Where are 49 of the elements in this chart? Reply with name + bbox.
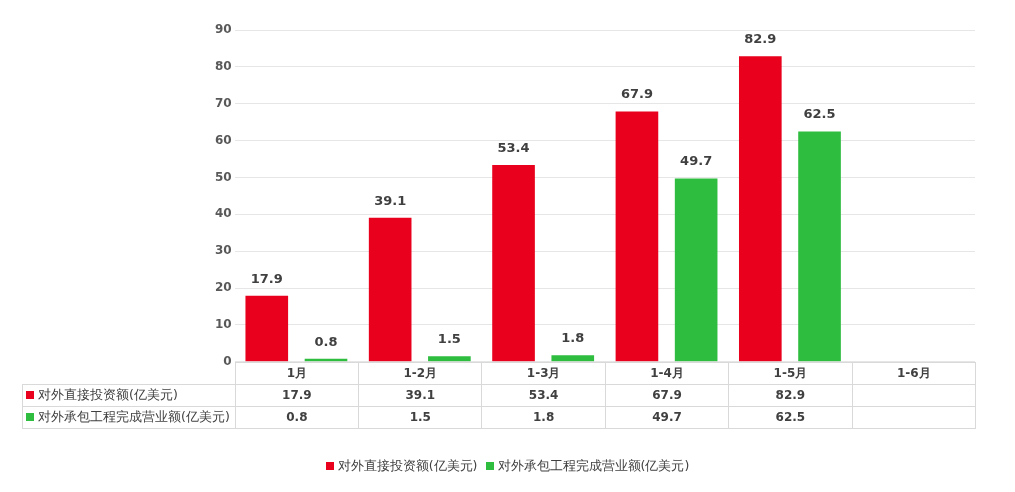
bar — [738, 56, 782, 362]
y-tick-label: 80 — [215, 58, 232, 73]
legend-label: 对外直接投资额(亿美元) — [22, 383, 236, 407]
data-label: 1.5 — [358, 405, 483, 429]
data-label: 17.9 — [234, 383, 360, 407]
y-tick-label: 40 — [215, 206, 232, 221]
y-tick-label: 60 — [215, 132, 232, 147]
bar — [245, 295, 289, 362]
bar — [428, 356, 471, 362]
annotation: 39.1 — [374, 192, 407, 208]
x-tick-label: 1-2月 — [358, 361, 483, 385]
annotation: 62.5 — [803, 106, 836, 122]
x-tick-label: 1-5月 — [728, 361, 853, 385]
x-tick-label: 1-3月 — [481, 361, 606, 385]
data-label: 53.4 — [481, 383, 606, 407]
annotation: 82.9 — [744, 31, 777, 47]
y-tick-label: 10 — [215, 317, 232, 332]
bar — [674, 178, 718, 362]
y-tick-label: 0 — [223, 353, 232, 368]
y-tick-label: 90 — [215, 22, 232, 37]
text: 对外直接投资额(亿美元) — [337, 458, 478, 473]
annotation: 0.8 — [314, 333, 338, 349]
annotation: 49.7 — [680, 153, 713, 169]
data-label: 67.9 — [604, 383, 730, 407]
y-tick-label: 30 — [215, 243, 232, 258]
y-tick-label: 70 — [215, 95, 232, 110]
data-label: 62.5 — [728, 405, 853, 429]
bar — [492, 164, 535, 362]
y-tick-label: 50 — [215, 169, 232, 184]
x-tick-label: 1月 — [234, 361, 360, 385]
bar — [615, 111, 659, 362]
bar — [798, 131, 841, 362]
data-label: 39.1 — [358, 383, 483, 407]
bar — [551, 355, 595, 362]
y-tick-label: 20 — [215, 280, 232, 295]
data-label: 49.7 — [604, 405, 730, 429]
annotation: 67.9 — [620, 86, 653, 102]
x-tick-label: 1-6月 — [851, 361, 976, 385]
annotation: 1.5 — [437, 331, 461, 347]
data-label: 0.8 — [234, 405, 360, 429]
annotation: 1.8 — [561, 330, 585, 346]
annotation: 53.4 — [497, 139, 530, 155]
x-tick-label: 1-4月 — [604, 361, 730, 385]
annotation: 17.9 — [250, 270, 283, 286]
data-label: 82.9 — [728, 383, 853, 407]
data-label: 1.8 — [481, 405, 606, 429]
text: 对外承包工程完成营业额(亿美元) — [497, 458, 690, 473]
legend-label: 对外承包工程完成营业额(亿美元) — [22, 405, 236, 429]
bar — [368, 217, 412, 362]
